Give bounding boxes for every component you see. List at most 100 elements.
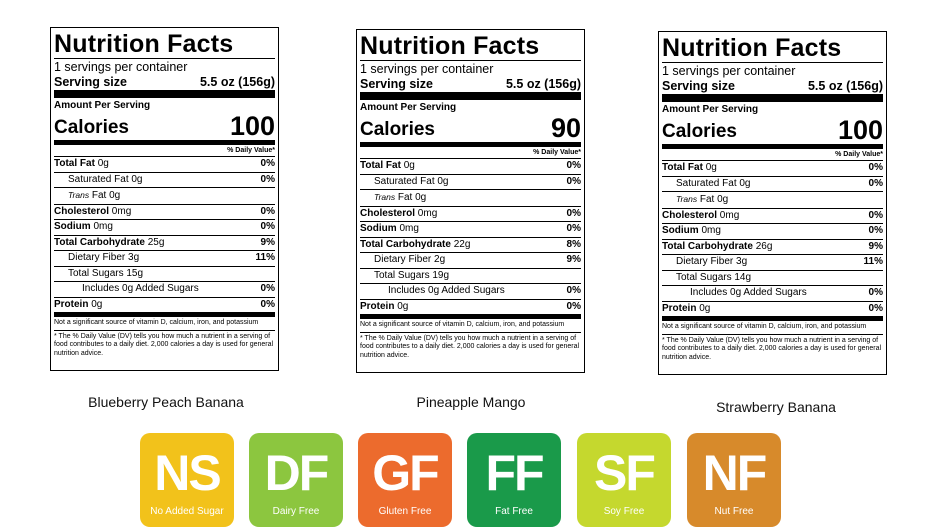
daily-value: 0% <box>868 225 883 236</box>
nutrient-name: Dietary Fiber <box>676 256 734 267</box>
nutrient-name: Includes 0g Added Sugars <box>82 283 199 294</box>
badge-label: Soy Free <box>603 506 645 517</box>
nutrient-name: Total Carbohydrate <box>360 238 451 250</box>
nutrient-name: Dietary Fiber <box>374 254 432 265</box>
badge: NS No Added Sugar <box>140 433 234 527</box>
daily-value: 11% <box>255 252 275 263</box>
daily-value: 0% <box>868 177 883 189</box>
daily-value: 0% <box>260 298 275 310</box>
badge-label: No Added Sugar <box>150 506 224 517</box>
daily-value: 0% <box>260 283 275 294</box>
badge-label: Nut Free <box>714 506 754 517</box>
nutrient-row: Sodium 0mg 0% <box>662 223 883 239</box>
serving-size-value: 5.5 oz (156g) <box>199 75 275 89</box>
daily-value: 0% <box>566 207 581 219</box>
label-footnote: * The % Daily Value (DV) tells you how m… <box>360 334 580 359</box>
label-title: Nutrition Facts <box>54 30 275 59</box>
badge-abbr: NS <box>154 445 221 501</box>
nutrient-name: Sodium <box>662 225 699 236</box>
nutrient-amount: 0g <box>739 177 751 189</box>
nutrition-label: Nutrition Facts 1 servings per container S… <box>50 27 279 371</box>
nutrient: Total Carbohydrate 26g <box>662 240 772 255</box>
dv-header: % Daily Value* <box>533 149 581 156</box>
daily-value: 0% <box>260 158 275 169</box>
calories-value: 90 <box>550 113 581 143</box>
label-note: Not a significant source of vitamin D, c… <box>662 321 883 335</box>
nutrient-row: Total Sugars 19g <box>360 267 581 284</box>
nutrient-name: Trans <box>374 192 396 202</box>
daily-value: 0% <box>868 287 883 298</box>
nutrient-amount: 0mg <box>93 221 113 232</box>
nutrient-row: Trans Fat 0g <box>54 187 275 204</box>
nutrient-amount: 0g <box>403 160 415 171</box>
nutrient: Protein 0g <box>360 300 408 315</box>
nutrient-name: Total Fat <box>360 160 401 171</box>
nutrient-name: Total Fat <box>662 162 703 173</box>
calories: Calories 90 <box>360 114 581 147</box>
nutrient-amount: 3g <box>128 252 140 263</box>
nutrient-row: Dietary Fiber 2g 9% <box>360 252 581 268</box>
nutrient-name: Saturated Fat <box>374 175 435 187</box>
product-name: Pineapple Mango <box>416 394 526 410</box>
nutrient: Saturated Fat 0g <box>360 175 449 190</box>
nutrient-name: Total Carbohydrate <box>662 240 753 252</box>
nutrient-row: Total Carbohydrate 26g 9% <box>662 238 883 255</box>
nutrient-name: Protein <box>54 298 89 310</box>
nutrient-row: Saturated Fat 0g 0% <box>360 173 581 190</box>
product-name: Strawberry Banana <box>716 399 836 415</box>
nutrient: Cholesterol 0mg <box>360 207 437 222</box>
nutrient-amount: 0g <box>437 175 449 187</box>
nutrient: Dietary Fiber 2g <box>360 253 445 268</box>
nutrient-amount: 19g <box>432 269 450 281</box>
nutrient-amount: 0g <box>97 158 109 169</box>
daily-value: 0% <box>260 173 275 185</box>
nutrient-row: Cholesterol 0mg 0% <box>360 205 581 222</box>
dv-header: % Daily Value* <box>227 147 275 154</box>
nutrient: Sodium 0mg <box>54 220 113 235</box>
nutrient-name: Total Carbohydrate <box>54 236 145 248</box>
serving-size-label: Serving size <box>54 75 127 89</box>
daily-value: 8% <box>566 238 581 250</box>
nutrient-row: Total Sugars 15g <box>54 265 275 282</box>
nutrient-name: Sodium <box>54 221 91 232</box>
calories-label: Calories <box>360 119 435 140</box>
nutrient-name: Total Sugars <box>676 271 732 283</box>
badge-label: Fat Free <box>495 506 533 517</box>
nutrient: Includes 0g Added Sugars <box>662 286 807 301</box>
dv-header: % Daily Value* <box>835 151 883 158</box>
nutrient-amount: 3g <box>736 256 748 267</box>
daily-value: 0% <box>566 160 581 171</box>
nutrient-row: Protein 0g 0% <box>360 298 581 319</box>
nutrient-row: Dietary Fiber 3g 11% <box>662 254 883 270</box>
nutrient-name: Total Sugars <box>68 267 124 279</box>
nutrient-amount: 0g <box>397 300 409 312</box>
daily-value: 0% <box>566 285 581 296</box>
label-title: Nutrition Facts <box>360 32 581 61</box>
nutrition-label: Nutrition Facts 1 servings per container S… <box>658 31 887 375</box>
nutrient-row: Total Carbohydrate 22g 8% <box>360 236 581 253</box>
nutrient-row: Includes 0g Added Sugars 0% <box>662 285 883 301</box>
serving-size-label: Serving size <box>662 79 735 93</box>
nutrient: Total Sugars 14g <box>662 271 751 286</box>
nutrient-row: Total Carbohydrate 25g 9% <box>54 234 275 251</box>
nutrient: Saturated Fat 0g <box>54 173 143 188</box>
label-note: Not a significant source of vitamin D, c… <box>360 319 581 333</box>
nutrient-name: Cholesterol <box>662 209 718 221</box>
nutrient-amount: 2g <box>434 254 446 265</box>
nutrient-row: Trans Fat 0g <box>360 189 581 206</box>
calories-value: 100 <box>229 111 275 141</box>
daily-value: 0% <box>868 209 883 221</box>
serving-size-label: Serving size <box>360 77 433 91</box>
nutrient-amount: 0g <box>131 173 143 185</box>
nutrient: Trans Fat 0g <box>54 188 120 204</box>
nutrient-row: Cholesterol 0mg 0% <box>662 207 883 224</box>
badge: DF Dairy Free <box>249 433 343 527</box>
nutrient-amount: 0g <box>91 298 103 310</box>
badge-label: Gluten Free <box>378 506 432 517</box>
amount-per-serving: Amount Per Serving <box>360 102 457 113</box>
daily-value: 9% <box>260 236 275 248</box>
nutrient-amount: 0mg <box>417 207 438 219</box>
nutrient-amount: 25g <box>147 236 165 248</box>
nutrient-name: Saturated Fat <box>676 177 737 189</box>
calories: Calories 100 <box>54 112 275 145</box>
